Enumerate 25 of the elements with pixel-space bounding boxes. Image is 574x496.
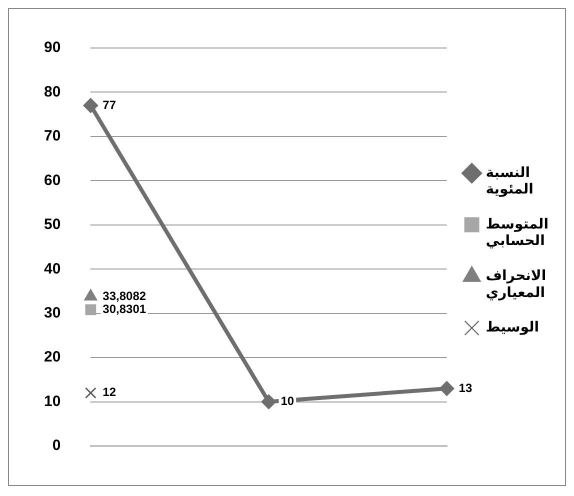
y-tick-label: 70	[44, 128, 61, 145]
data-label: 12	[102, 385, 116, 400]
legend-label: المتوسط الحسابي	[486, 216, 548, 250]
point	[83, 98, 98, 113]
y-tick-label: 0	[52, 437, 61, 454]
data-label: 30,8301	[102, 302, 146, 316]
y-tick-label: 90	[44, 39, 61, 56]
data-label: 10	[280, 394, 294, 408]
y-tick-label: 30	[44, 304, 61, 322]
point	[84, 387, 96, 399]
y-tick-label: 60	[44, 172, 61, 189]
y-tick-label: 20	[44, 348, 61, 366]
y-tick-label: 50	[44, 216, 61, 234]
legend-label: الانحراف المعياري	[486, 268, 546, 301]
data-label: 13	[458, 380, 472, 395]
data-label: 77	[102, 98, 116, 112]
y-tick-label: 40	[44, 260, 61, 278]
point	[85, 304, 96, 316]
data-label: 33,8082	[102, 288, 146, 303]
y-tick-label: 80	[44, 83, 61, 100]
legend-label: الوسيط	[486, 320, 540, 336]
point	[261, 394, 276, 410]
y-tick-label: 10	[44, 392, 61, 410]
point	[439, 381, 454, 396]
legend-label: النسبة المئوية	[486, 164, 534, 198]
